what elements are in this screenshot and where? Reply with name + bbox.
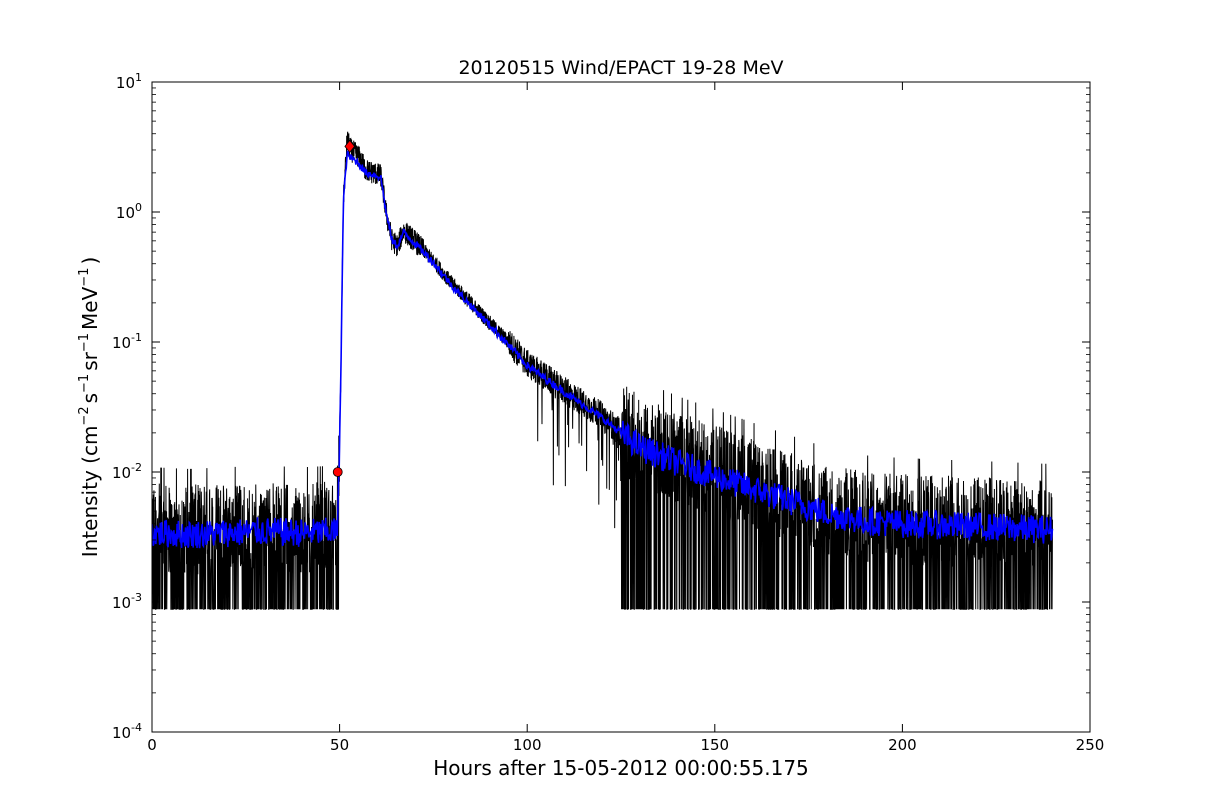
series-line-smoothed xyxy=(152,150,1054,549)
y-tick-label: 10-3 xyxy=(112,591,142,612)
x-tick-label: 0 xyxy=(147,736,157,754)
x-tick-label: 250 xyxy=(1076,736,1105,754)
x-axis: 0 50 100 150 200 250 xyxy=(147,82,1104,754)
y-tick-label: 100 xyxy=(116,201,142,222)
x-axis-label: Hours after 15-05-2012 00:00:55.175 xyxy=(433,756,809,780)
chart-title: 20120515 Wind/EPACT 19-28 MeV xyxy=(458,57,783,79)
plot-frame xyxy=(151,81,1091,733)
x-tick-label: 200 xyxy=(888,736,917,754)
x-tick-label: 50 xyxy=(330,736,349,754)
onset-marker xyxy=(332,467,343,477)
y-tick-label: 10-4 xyxy=(112,721,142,742)
plot-area xyxy=(151,81,1091,733)
x-tick-label: 150 xyxy=(700,736,729,754)
y-tick-label: 10-1 xyxy=(112,331,142,352)
peak-marker xyxy=(344,139,356,153)
y-axis: 10-4 10-3 10-2 10-1 100 101 xyxy=(112,71,1090,742)
y-tick-label: 101 xyxy=(116,71,142,92)
y-axis-label: Intensity (cm−2s−1sr−1MeV−1) xyxy=(77,257,102,558)
y-tick-label: 10-2 xyxy=(112,461,142,482)
x-tick-label: 100 xyxy=(513,736,542,754)
